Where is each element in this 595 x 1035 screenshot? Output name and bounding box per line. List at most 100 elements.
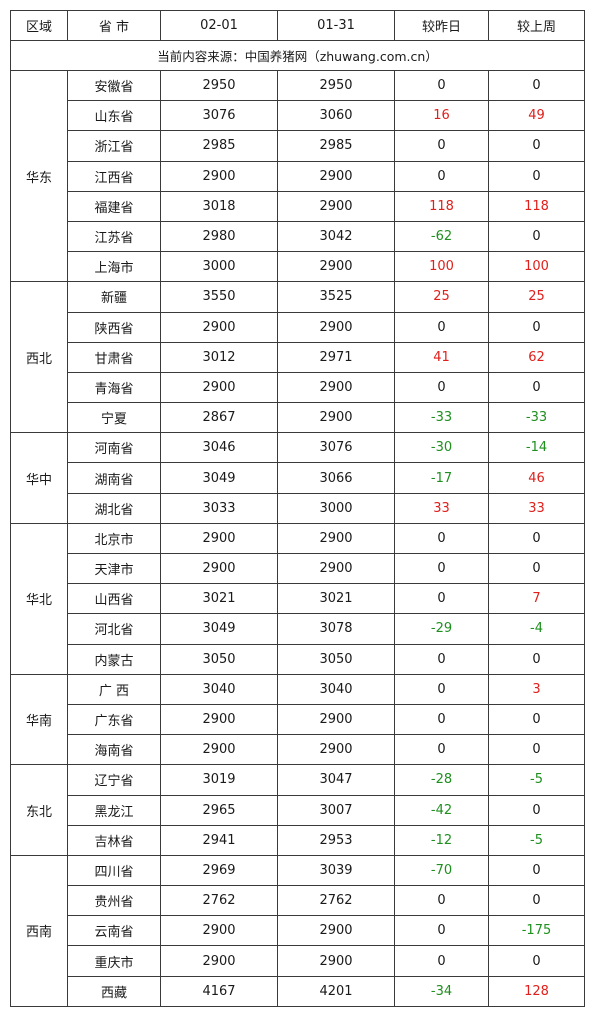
change-vs-last-week-cell: 0 xyxy=(488,885,585,917)
price-table: 区域 省 市 02-01 01-31 较昨日 较上周 当前内容来源：中国养猪网（… xyxy=(10,10,585,1007)
province-cell: 陕西省 xyxy=(67,311,161,343)
province-cell: 北京市 xyxy=(67,522,161,555)
price-0131-cell: 2985 xyxy=(277,130,395,162)
price-0131-cell: 3039 xyxy=(277,854,395,887)
header-vs-last-week: 较上周 xyxy=(488,10,585,41)
table-row: 海南省 2900 2900 0 0 xyxy=(11,734,585,766)
price-0131-cell: 3007 xyxy=(277,794,395,826)
table-row: 西北 新疆 3550 3525 25 25 xyxy=(10,281,585,434)
region-cell: 东北 xyxy=(10,764,68,856)
table-row: 广东省 2900 2900 0 0 xyxy=(11,703,585,736)
header-date-0201: 02-01 xyxy=(160,10,278,41)
province-cell: 河北省 xyxy=(67,613,161,645)
price-0201-cell: 2900 xyxy=(160,734,278,766)
change-vs-yesterday-cell: 0 xyxy=(394,522,489,555)
change-vs-yesterday-cell: 100 xyxy=(394,251,489,283)
province-cell: 甘肃省 xyxy=(67,341,161,373)
change-vs-yesterday-cell: 0 xyxy=(394,734,489,766)
province-cell: 云南省 xyxy=(67,915,161,947)
change-vs-last-week-cell: 128 xyxy=(488,975,585,1007)
change-vs-yesterday-cell: 0 xyxy=(394,371,489,404)
province-cell: 吉林省 xyxy=(67,824,161,856)
table-row: 华中 河南省 3046 3076 -30 -14 xyxy=(10,432,585,524)
province-cell: 山西省 xyxy=(67,583,161,615)
province-cell: 贵州省 xyxy=(67,885,161,917)
province-cell: 福建省 xyxy=(67,190,161,222)
change-vs-last-week-cell: 0 xyxy=(488,160,585,192)
change-vs-yesterday-cell: 0 xyxy=(394,643,489,675)
change-vs-last-week-cell: -5 xyxy=(488,824,585,856)
change-vs-yesterday-cell: 0 xyxy=(394,69,489,102)
province-cell: 重庆市 xyxy=(67,945,161,977)
change-vs-last-week-cell: 0 xyxy=(488,643,585,675)
table-row: 贵州省 2762 2762 0 0 xyxy=(11,885,585,917)
change-vs-yesterday-cell: 0 xyxy=(394,885,489,917)
price-0201-cell: 3550 xyxy=(160,281,278,313)
price-0201-cell: 3049 xyxy=(160,613,278,645)
price-0201-cell: 2900 xyxy=(160,915,278,947)
table-row: 西藏 4167 4201 -34 128 xyxy=(11,975,585,1007)
price-0201-cell: 2762 xyxy=(160,885,278,917)
price-0201-cell: 3012 xyxy=(160,341,278,373)
change-vs-yesterday-cell: 0 xyxy=(394,673,489,705)
province-cell: 河南省 xyxy=(67,432,161,464)
header-date-0131: 01-31 xyxy=(277,10,395,41)
price-0201-cell: 3018 xyxy=(160,190,278,222)
province-cell: 海南省 xyxy=(67,734,161,766)
table-row: 内蒙古 3050 3050 0 0 xyxy=(11,643,585,675)
price-0201-cell: 2900 xyxy=(160,703,278,736)
province-cell: 上海市 xyxy=(67,251,161,283)
province-cell: 天津市 xyxy=(67,552,161,585)
change-vs-yesterday-cell: -29 xyxy=(394,613,489,645)
price-0131-cell: 2900 xyxy=(277,311,395,343)
change-vs-last-week-cell: 33 xyxy=(488,492,585,524)
change-vs-last-week-cell: 25 xyxy=(488,281,585,313)
change-vs-yesterday-cell: 16 xyxy=(394,100,489,132)
change-vs-last-week-cell: -4 xyxy=(488,613,585,645)
price-0131-cell: 3078 xyxy=(277,613,395,645)
header-province: 省 市 xyxy=(67,10,161,41)
table-body: 当前内容来源：中国养猪网（zhuwang.com.cn） 华东 安徽省 2950 29… xyxy=(10,40,585,1007)
change-vs-last-week-cell: 0 xyxy=(488,794,585,826)
source-note: 当前内容来源：中国养猪网（zhuwang.com.cn） xyxy=(10,40,585,71)
province-cell: 辽宁省 xyxy=(67,764,161,796)
price-0201-cell: 2965 xyxy=(160,794,278,826)
table-row: 华南广 西 3040 3040 0 3 xyxy=(10,673,585,766)
price-0201-cell: 2900 xyxy=(160,552,278,585)
change-vs-last-week-cell: 100 xyxy=(488,251,585,283)
price-0131-cell: 3066 xyxy=(277,462,395,494)
price-0201-cell: 3049 xyxy=(160,462,278,494)
change-vs-last-week-cell: -175 xyxy=(488,915,585,947)
province-cell: 四川省 xyxy=(67,854,161,887)
province-cell: 江苏省 xyxy=(67,220,161,253)
price-0201-cell: 3050 xyxy=(160,643,278,675)
price-0131-cell: 2900 xyxy=(277,552,395,585)
price-0201-cell: 2941 xyxy=(160,824,278,856)
table-row: 天津市 2900 2900 0 0 xyxy=(11,552,585,585)
header-region: 区域 xyxy=(10,10,68,41)
change-vs-yesterday-cell: -17 xyxy=(394,462,489,494)
change-vs-yesterday-cell: 33 xyxy=(394,492,489,524)
price-0201-cell: 3033 xyxy=(160,492,278,524)
change-vs-last-week-cell: 0 xyxy=(488,945,585,977)
price-0201-cell: 3076 xyxy=(160,100,278,132)
region-cell: 华中 xyxy=(10,432,68,524)
price-0131-cell: 3060 xyxy=(277,100,395,132)
province-cell: 广东省 xyxy=(67,703,161,736)
change-vs-last-week-cell: 62 xyxy=(488,341,585,373)
price-0131-cell: 2900 xyxy=(277,402,395,434)
table-row: 东北 辽宁省 3019 3047 -28 -5 xyxy=(10,764,585,856)
price-0201-cell: 2900 xyxy=(160,945,278,977)
price-0131-cell: 2971 xyxy=(277,341,395,373)
table-row: 浙江省 2985 2985 0 0 xyxy=(11,130,585,162)
price-0201-cell: 3040 xyxy=(160,673,278,705)
table-row: 山东省 3076 3060 16 49 xyxy=(11,100,585,132)
region-cell: 华北 xyxy=(10,522,68,675)
price-0131-cell: 2900 xyxy=(277,734,395,766)
change-vs-last-week-cell: 0 xyxy=(488,130,585,162)
province-cell: 青海省 xyxy=(67,371,161,404)
change-vs-yesterday-cell: 0 xyxy=(394,703,489,736)
change-vs-last-week-cell: -33 xyxy=(488,402,585,434)
change-vs-last-week-cell: 118 xyxy=(488,190,585,222)
price-0131-cell: 2900 xyxy=(277,190,395,222)
